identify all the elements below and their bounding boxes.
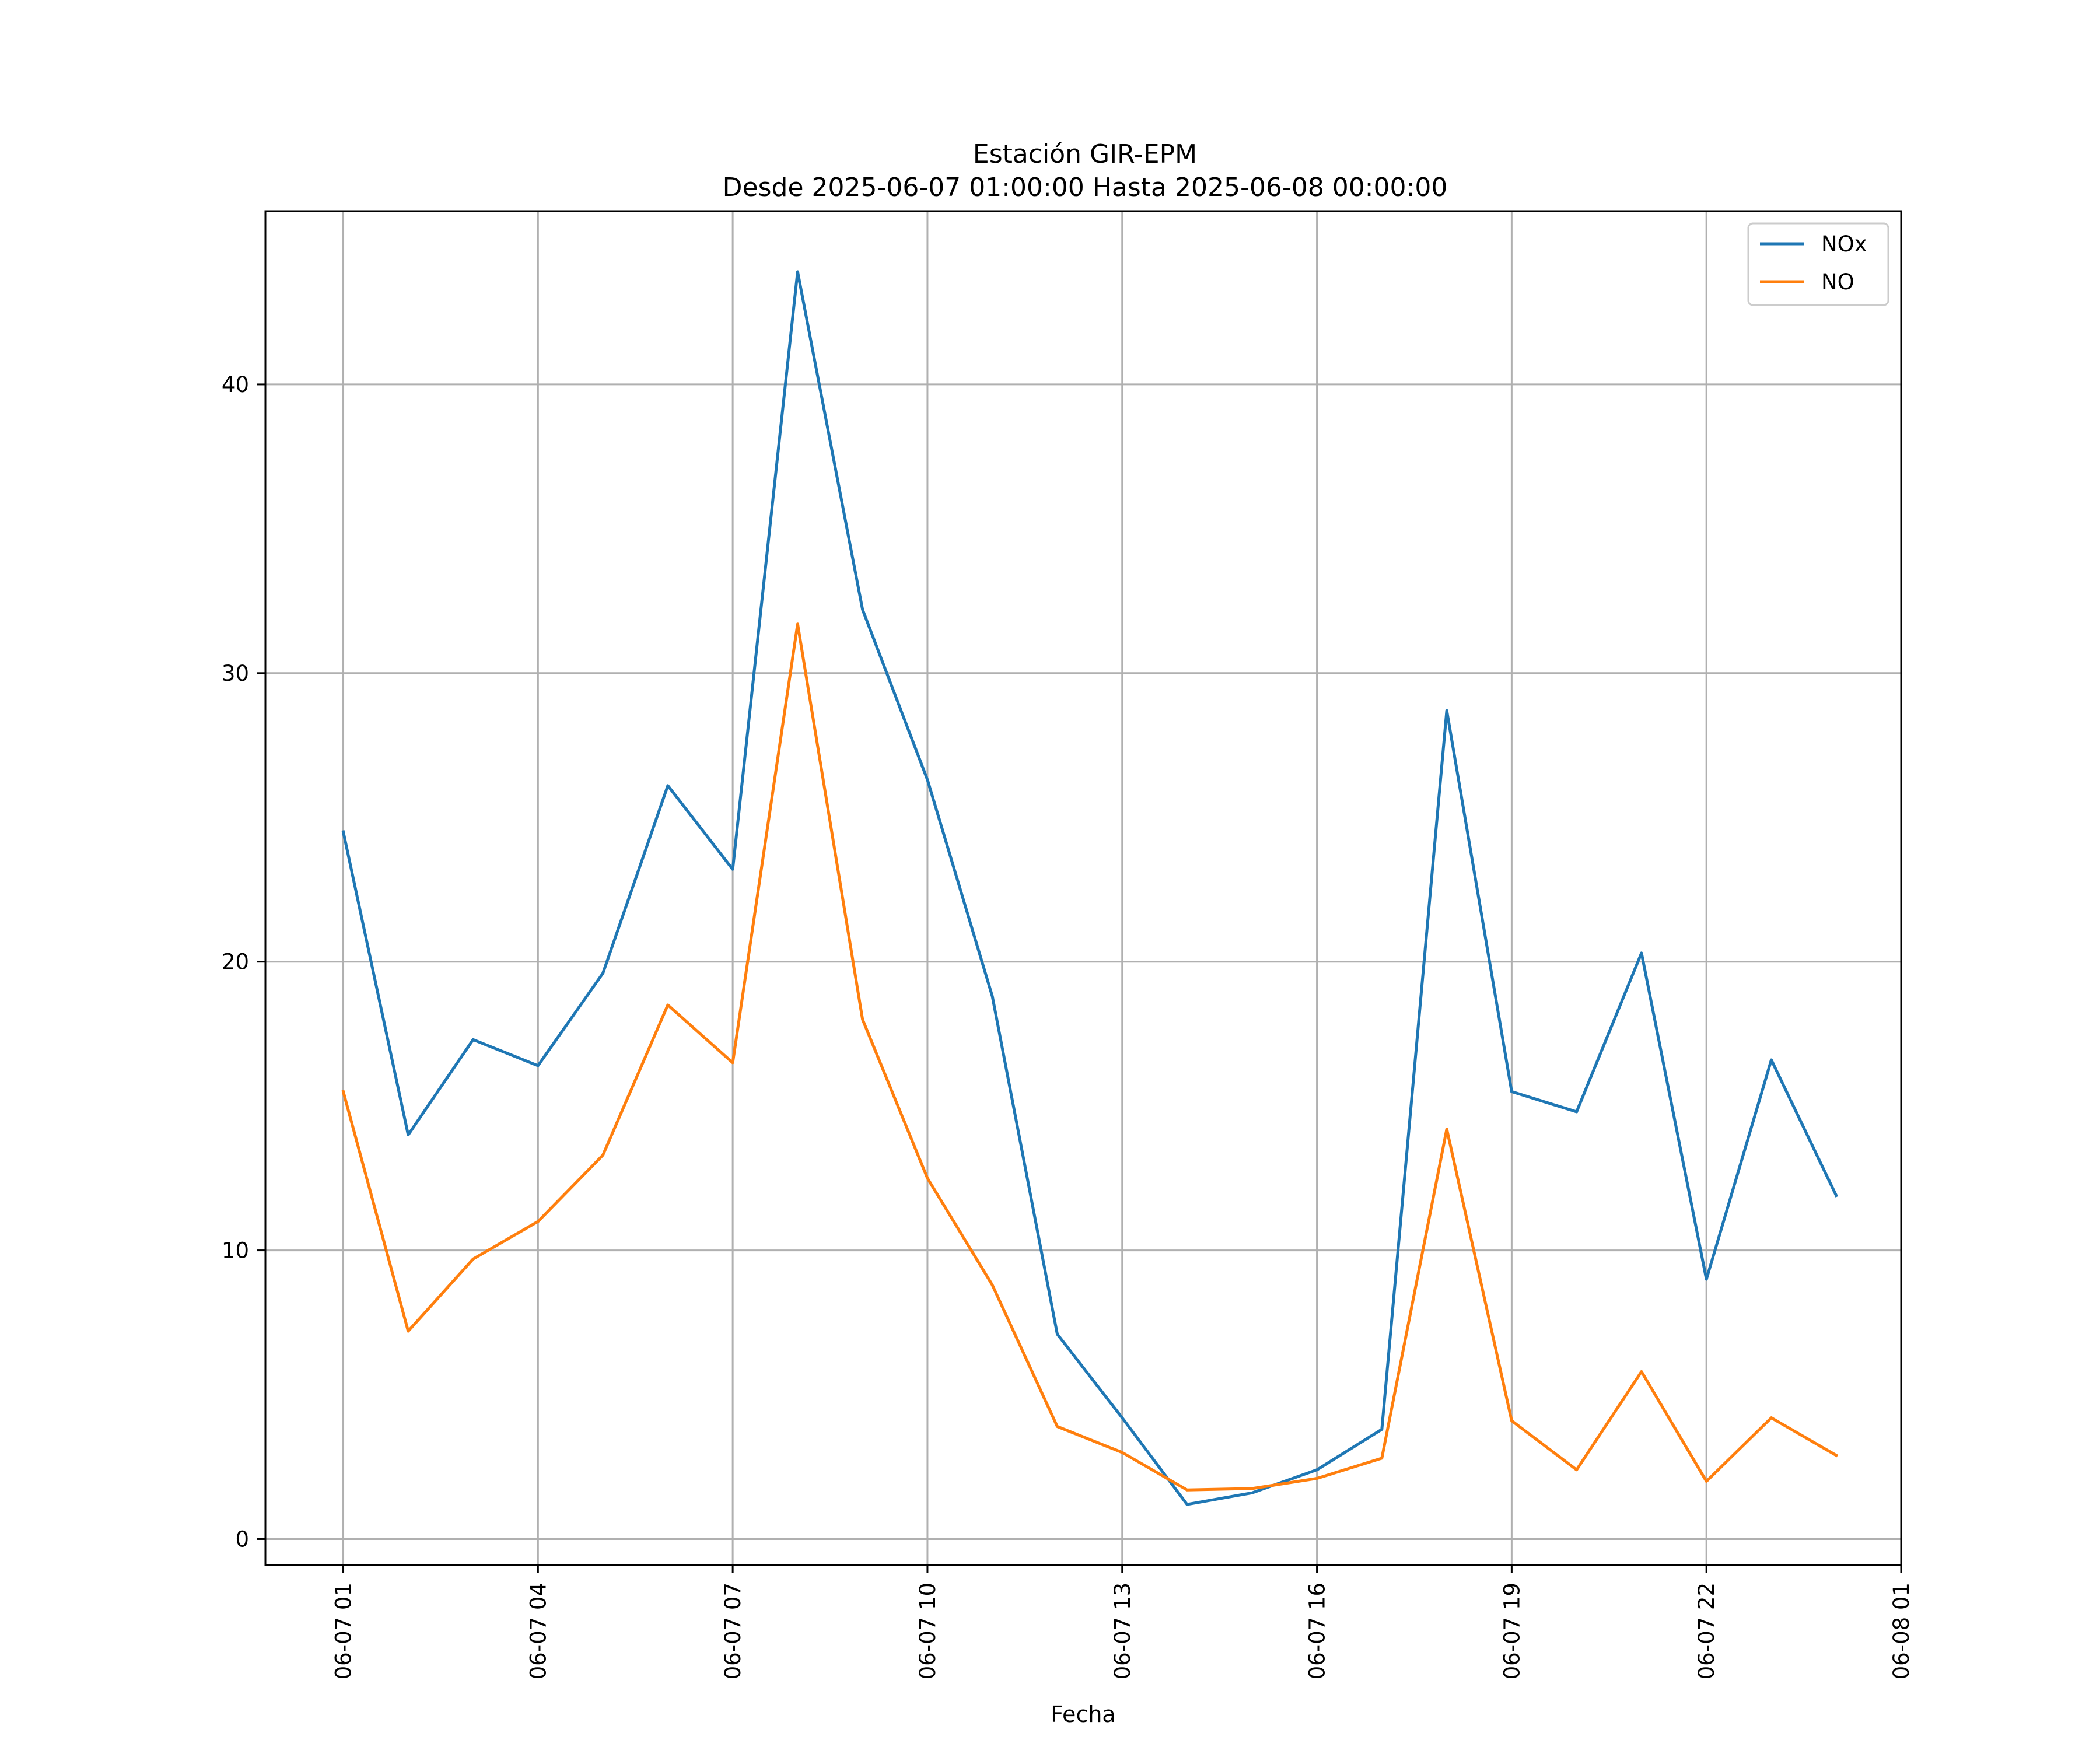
x-tick-label: 06-08 01 (1889, 1583, 1914, 1679)
y-tick-label: 40 (222, 372, 249, 397)
x-tick-label: 06-07 04 (526, 1583, 551, 1679)
plot-frame (264, 210, 1902, 1566)
x-tick-label: 06-07 01 (331, 1583, 356, 1679)
x-tick-label: 06-07 22 (1694, 1583, 1719, 1679)
legend-label-nox: NOx (1821, 232, 1867, 257)
x-axis-ticks: 06-07 01 06-07 04 06-07 07 06-07 10 06-07 13… (331, 1565, 1914, 1679)
chart-subtitle: Desde 2025-06-07 01:00:00 Hasta 2025-06-… (723, 173, 1448, 202)
y-tick-label: 30 (222, 661, 249, 686)
series-line-nox (341, 270, 1839, 1506)
y-axis-ticks: 0 10 20 30 40 (222, 372, 265, 1552)
legend-box (1747, 222, 1889, 306)
x-axis-label: Fecha (1051, 1702, 1115, 1727)
x-tick-label: 06-07 19 (1499, 1583, 1524, 1679)
series-line-no (341, 622, 1839, 1492)
y-tick-label: 0 (235, 1527, 249, 1552)
x-tick-label: 06-07 13 (1110, 1583, 1135, 1679)
legend: NOx NO (1747, 222, 1889, 306)
y-tick-label: 10 (222, 1238, 249, 1264)
y-tick-label: 20 (222, 950, 249, 975)
legend-label-no: NO (1821, 270, 1854, 295)
chart-title: Estación GIR-EPM (973, 139, 1197, 169)
x-tick-label: 06-07 10 (915, 1583, 940, 1679)
series-lines (341, 270, 1839, 1506)
x-tick-label: 06-07 07 (720, 1583, 746, 1679)
x-tick-label: 06-07 16 (1305, 1583, 1330, 1679)
grid-lines (265, 211, 1902, 1565)
